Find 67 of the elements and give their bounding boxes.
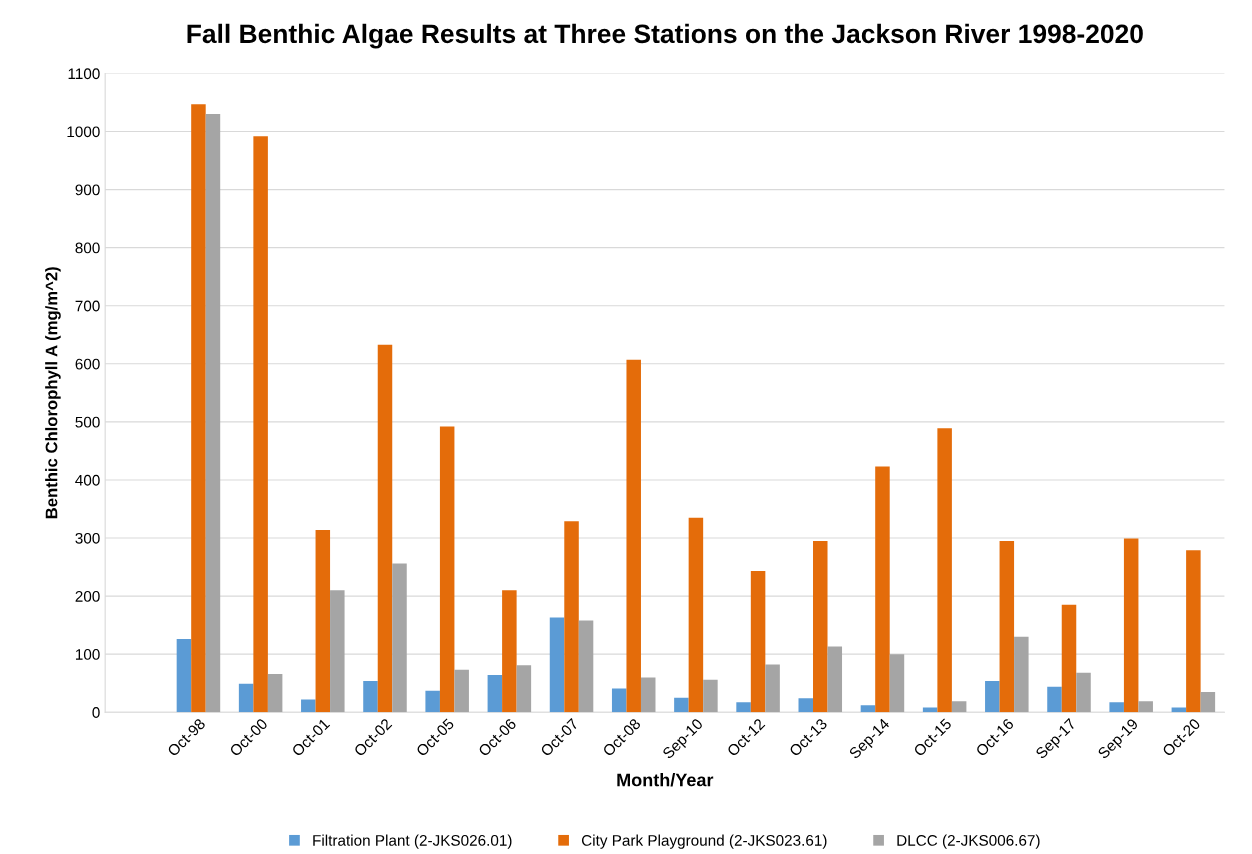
- bar: [750, 571, 766, 713]
- bar: [765, 664, 780, 713]
- y-tick-label: 400: [75, 474, 100, 486]
- bar: [301, 699, 316, 713]
- bar: [425, 690, 440, 713]
- bar: [1186, 550, 1201, 713]
- bar: [516, 665, 532, 713]
- bar: [1138, 701, 1153, 713]
- bar: [798, 698, 814, 713]
- bar: [860, 705, 876, 713]
- y-tick-label: 0: [92, 707, 100, 718]
- y-tick-label: 200: [75, 590, 100, 602]
- legend-label: City Park Playground (2-JKS023.61): [581, 834, 827, 849]
- bar: [267, 673, 283, 713]
- bar: [1061, 604, 1077, 713]
- bar: [238, 683, 254, 713]
- y-tick-label: 600: [75, 358, 100, 370]
- bar: [1109, 702, 1124, 713]
- bar: [875, 466, 890, 713]
- bar: [813, 540, 828, 713]
- y-tick-label: 700: [75, 300, 100, 312]
- y-tick-label: 900: [75, 184, 100, 196]
- y-tick-label: 100: [75, 649, 100, 660]
- bar: [377, 344, 393, 713]
- bar: [549, 617, 565, 713]
- bar: [315, 529, 331, 713]
- bar: [626, 359, 641, 713]
- bar: [674, 697, 689, 713]
- legend-label: DLCC (2-JKS006.67): [897, 834, 1040, 849]
- y-tick-label: 500: [75, 416, 100, 428]
- bar: [640, 677, 656, 713]
- bar: [703, 679, 718, 713]
- bar: [454, 669, 469, 713]
- bar: [330, 590, 345, 713]
- bar: [985, 680, 1000, 713]
- y-tick-label: 800: [75, 242, 100, 254]
- legend-label: Filtration Plant (2-JKS026.01): [313, 834, 512, 849]
- y-tick-label: 1100: [68, 68, 100, 80]
- bar: [439, 426, 455, 713]
- y-tick-label: 300: [75, 532, 100, 544]
- y-tick-label: 1000: [67, 126, 100, 138]
- bar: [688, 517, 704, 713]
- bar: [392, 563, 407, 713]
- bar: [1200, 691, 1216, 713]
- y-axis-title: Benthic Chlorophyll A (mg/m^2): [45, 267, 61, 519]
- bar: [564, 521, 579, 713]
- bar: [736, 702, 751, 713]
- bar: [363, 680, 378, 713]
- bar: [191, 104, 206, 713]
- bar: [1014, 636, 1029, 713]
- bar: [1076, 672, 1091, 713]
- x-axis-title: Month/Year: [617, 773, 714, 787]
- bar: [937, 428, 952, 713]
- bar: [502, 590, 517, 713]
- bar: [205, 114, 221, 713]
- bar: [1047, 686, 1062, 713]
- bar: [1123, 538, 1139, 713]
- bar: [611, 688, 627, 713]
- bar: [176, 639, 192, 713]
- bar: [999, 540, 1015, 713]
- bar: [253, 136, 268, 713]
- chart-title: Fall Benthic Algae Results at Three Stations on the Jackson River 1998-2020: [187, 23, 1143, 49]
- bar: [951, 701, 967, 713]
- bar: [827, 646, 843, 713]
- bar: [889, 654, 905, 713]
- bar: [578, 620, 594, 713]
- bar: [487, 675, 503, 713]
